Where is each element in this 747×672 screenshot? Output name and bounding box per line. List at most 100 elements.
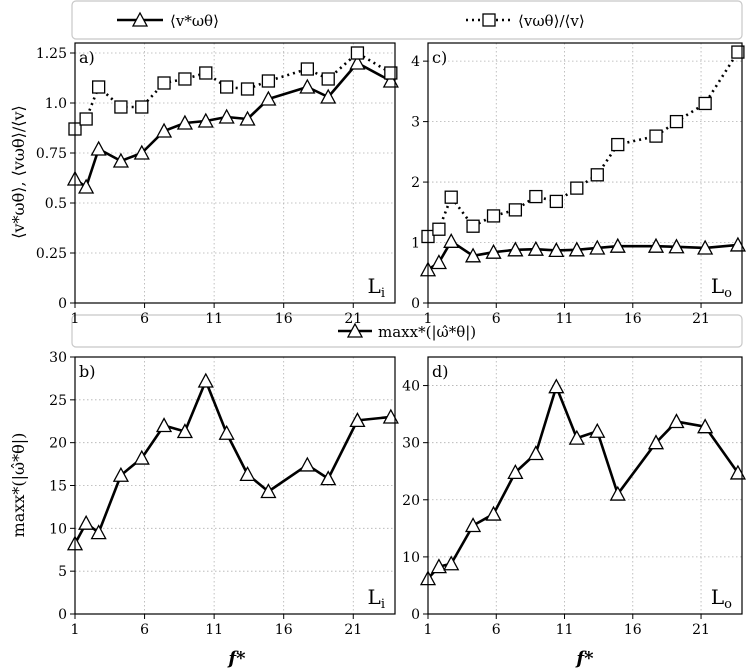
series-line-main bbox=[427, 385, 739, 580]
x-tick-label: 6 bbox=[492, 311, 501, 327]
data-point-triangle bbox=[382, 72, 399, 88]
y-tick-label: 5 bbox=[58, 564, 67, 580]
data-point-triangle bbox=[609, 237, 626, 253]
x-tick-label: 6 bbox=[140, 622, 149, 638]
y-tick-label: 3 bbox=[411, 115, 420, 131]
x-tick-label: 16 bbox=[624, 311, 642, 327]
data-point-triangle bbox=[647, 434, 665, 450]
data-point-triangle bbox=[320, 470, 337, 486]
data-point-triangle bbox=[647, 237, 665, 253]
y-tick-label: 40 bbox=[402, 379, 420, 395]
y-tick-label: 30 bbox=[402, 436, 420, 452]
data-point-triangle bbox=[176, 423, 194, 439]
data-point-square bbox=[486, 209, 501, 223]
data-point-triangle bbox=[78, 514, 95, 530]
corner-label: Lo bbox=[711, 585, 732, 612]
x-tick-label: 6 bbox=[140, 311, 149, 327]
data-point-square bbox=[508, 203, 523, 217]
data-point-triangle bbox=[507, 463, 524, 480]
data-point-square bbox=[300, 62, 314, 76]
x-tick-label: 1 bbox=[424, 311, 433, 327]
data-point-triangle bbox=[299, 78, 316, 94]
data-point-triangle bbox=[218, 108, 235, 124]
data-point-triangle bbox=[697, 239, 714, 255]
top-legend: ⟨v*ωθ⟩ ⟨vωθ⟩/⟨v⟩ bbox=[71, 0, 743, 40]
y-tick-label: 10 bbox=[402, 550, 420, 566]
x-tick-label: 16 bbox=[275, 622, 293, 638]
x-tick-label: 21 bbox=[692, 622, 710, 638]
data-point-triangle bbox=[697, 418, 714, 434]
panel-tag: a) bbox=[79, 48, 95, 67]
data-point-triangle bbox=[568, 241, 585, 257]
y-tick-label: 1.25 bbox=[36, 46, 67, 62]
data-point-triangle bbox=[349, 412, 366, 428]
data-point-triangle bbox=[589, 239, 606, 255]
y-tick-label: 0 bbox=[58, 607, 67, 623]
corner-label-main: L bbox=[368, 274, 381, 298]
corner-label-subscript: o bbox=[724, 597, 732, 612]
data-point-triangle bbox=[527, 240, 544, 256]
x-tick-label: 11 bbox=[556, 311, 574, 327]
data-point-triangle bbox=[527, 445, 544, 461]
y-tick-label: 25 bbox=[49, 393, 67, 409]
data-point-triangle bbox=[260, 483, 277, 499]
x-tick-label: 16 bbox=[275, 311, 293, 327]
legend-label-vstar: ⟨v*ωθ⟩ bbox=[170, 12, 219, 30]
data-point-triangle bbox=[668, 413, 685, 429]
corner-label-subscript: i bbox=[381, 286, 385, 301]
data-point-triangle bbox=[260, 90, 277, 106]
data-point-triangle bbox=[548, 242, 565, 258]
data-point-triangle bbox=[464, 517, 482, 533]
data-point-triangle bbox=[430, 254, 448, 270]
data-point-triangle bbox=[133, 449, 150, 465]
y-tick-label: 20 bbox=[402, 493, 420, 509]
corner-label-main: L bbox=[711, 585, 724, 609]
data-point-triangle bbox=[112, 152, 130, 168]
data-point-triangle bbox=[218, 424, 235, 440]
corner-label-main: L bbox=[368, 585, 381, 609]
y-tick-label: 20 bbox=[49, 436, 67, 452]
data-point-triangle bbox=[176, 114, 194, 130]
x-tick-label: 11 bbox=[205, 622, 223, 638]
y-tick-label: 0.75 bbox=[36, 146, 67, 162]
data-point-square bbox=[261, 74, 276, 88]
x-tick-label: 21 bbox=[344, 311, 362, 327]
data-point-triangle bbox=[155, 122, 173, 138]
corner-label: Li bbox=[368, 585, 385, 612]
ylabel-top: ⟨v*ωθ⟩, ⟨vωθ⟩/⟨v⟩ bbox=[9, 105, 28, 239]
y-tick-label: 0.25 bbox=[36, 246, 67, 262]
y-tick-label: 1 bbox=[411, 236, 420, 252]
panel-tag: c) bbox=[432, 48, 447, 67]
corner-label-subscript: o bbox=[724, 286, 732, 301]
x-tick-label: 11 bbox=[205, 311, 223, 327]
x-tick-label: 16 bbox=[624, 622, 642, 638]
data-point-square bbox=[649, 129, 663, 143]
data-point-square bbox=[444, 190, 458, 204]
data-point-square bbox=[114, 100, 128, 114]
data-point-triangle bbox=[548, 378, 565, 394]
legend-triangle-marker bbox=[131, 11, 149, 27]
data-point-triangle bbox=[443, 232, 460, 248]
data-point-triangle bbox=[90, 524, 107, 540]
data-point-triangle bbox=[589, 422, 606, 438]
panel-tag: d) bbox=[432, 362, 448, 381]
data-point-triangle bbox=[299, 456, 316, 472]
data-point-square bbox=[199, 66, 213, 80]
y-tick-label: 4 bbox=[411, 54, 420, 70]
x-tick-label: 21 bbox=[344, 622, 362, 638]
y-tick-label: 0 bbox=[58, 296, 67, 312]
data-point-triangle bbox=[382, 408, 399, 424]
data-point-square bbox=[549, 194, 563, 209]
plot-frame bbox=[74, 356, 396, 615]
data-point-square bbox=[220, 80, 234, 94]
y-tick-label: 0 bbox=[411, 607, 420, 623]
data-point-square bbox=[178, 72, 192, 86]
data-point-triangle bbox=[197, 112, 214, 128]
data-point-square bbox=[79, 112, 93, 126]
